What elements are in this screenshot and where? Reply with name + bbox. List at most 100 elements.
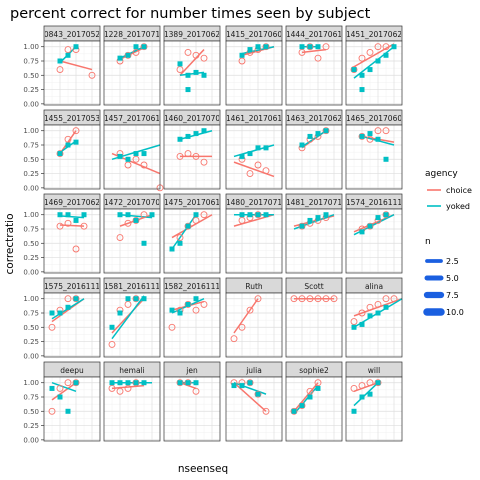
choice-point <box>330 295 338 303</box>
facet-panel: 1472_2017070 <box>103 193 161 274</box>
y-tick-label: 0.25 <box>23 254 39 262</box>
facet-plot-area <box>286 125 342 189</box>
choice-point <box>262 407 270 415</box>
facet-panel: Scott <box>285 277 343 358</box>
yoked-fit-line <box>59 215 85 219</box>
choice-point <box>108 384 116 392</box>
facet-plot-area <box>104 209 160 273</box>
yoked-point <box>315 215 321 221</box>
choice-point <box>184 379 192 387</box>
y-axis-label: correctratio <box>4 214 16 275</box>
yoked-point <box>141 296 147 302</box>
choice-point <box>192 387 200 395</box>
choice-point <box>72 127 80 135</box>
choice-point <box>192 152 200 160</box>
facet-plot-area <box>346 41 402 105</box>
yoked-point <box>141 151 147 157</box>
yoked-point <box>141 240 147 246</box>
facet-strip-label: hemali <box>119 366 144 375</box>
facet-plot-area <box>226 209 282 273</box>
facet-border <box>225 376 283 442</box>
choice-point <box>298 222 306 230</box>
facet-plot-area <box>286 293 342 357</box>
choice-point <box>124 300 132 308</box>
choice-point <box>350 318 358 326</box>
yoked-point <box>133 44 139 50</box>
choice-point <box>192 306 200 314</box>
yoked-point <box>391 44 397 50</box>
yoked-point <box>65 408 71 414</box>
yoked-point <box>117 153 123 159</box>
choice-point <box>56 384 64 392</box>
yoked-point <box>247 212 253 218</box>
facet-strip-label: 1472_2017070 <box>104 198 160 207</box>
facet-panel: sophie2 <box>285 361 343 442</box>
yoked-point <box>247 380 253 386</box>
choice-point <box>298 48 306 56</box>
yoked-fit-line <box>301 130 327 148</box>
yoked-point <box>307 133 313 139</box>
facet-panel: 1415_2017060 <box>225 25 283 106</box>
choice-point <box>290 295 298 303</box>
choice-point <box>56 150 64 158</box>
yoked-point <box>239 212 245 218</box>
y-tick-label: 0.25 <box>23 86 39 94</box>
y-tick-label: 0.00 <box>23 268 39 276</box>
choice-point <box>192 51 200 59</box>
yoked-point <box>73 380 79 386</box>
y-tick-label: 0.50 <box>23 240 39 248</box>
yoked-fit-line <box>119 46 145 59</box>
yoked-point <box>201 72 207 78</box>
facet-border <box>225 292 283 358</box>
facet-border <box>43 376 101 442</box>
y-tick-label: 0.00 <box>23 100 39 108</box>
yoked-point <box>185 223 191 229</box>
facet-strip-label: 1461_2017061 <box>226 114 282 123</box>
choice-point <box>314 295 322 303</box>
choice-point <box>366 135 374 143</box>
choice-point <box>48 323 56 331</box>
facet-plot-area <box>164 209 220 273</box>
yoked-point <box>193 212 199 218</box>
facet-border <box>225 208 283 274</box>
yoked-point <box>125 52 131 58</box>
choice-fit-line <box>59 224 85 227</box>
facet-strip-label: 1574_2016111 <box>346 198 402 207</box>
yoked-fit-line <box>119 213 153 219</box>
yoked-point <box>193 380 199 386</box>
yoked-fit-line <box>51 382 77 392</box>
facet-border <box>163 292 221 358</box>
yoked-point <box>263 145 269 151</box>
facet-panel: 1469_2017062 0.00 0.25 0.50 0.75 1.00 <box>23 193 101 276</box>
yoked-point <box>193 131 199 137</box>
y-tick-label: 0.00 <box>23 184 39 192</box>
yoked-point <box>193 69 199 75</box>
facet-border <box>345 292 403 358</box>
choice-point <box>230 335 238 343</box>
choice-point <box>56 66 64 74</box>
facet-strip-label: 1389_2017062 <box>164 30 220 39</box>
facet-panel: 1451_2017062 <box>345 25 403 106</box>
facet-border <box>345 124 403 190</box>
choice-point <box>254 211 262 219</box>
facet-panel: 1389_2017062 <box>163 25 221 106</box>
x-axis-label: nseenseq <box>178 463 228 475</box>
choice-point <box>132 155 140 163</box>
legend-entry-label: choice <box>446 186 472 195</box>
choice-point <box>262 167 270 175</box>
choice-point <box>72 245 80 253</box>
legend-color-title: agency <box>425 169 458 179</box>
choice-point <box>350 66 358 74</box>
choice-point <box>124 51 132 59</box>
facet-panel: 1463_2017062 <box>285 109 343 190</box>
y-tick-label: 1.00 <box>23 43 39 51</box>
choice-point <box>374 127 382 135</box>
yoked-point <box>117 212 123 218</box>
yoked-point <box>57 58 63 64</box>
yoked-point <box>133 151 139 157</box>
facet-panel: 1575_2016111 0.00 0.25 0.50 0.75 1.00 <box>23 277 101 360</box>
yoked-point <box>73 217 79 223</box>
facet-strip-label: 1463_2017062 <box>286 114 342 123</box>
yoked-point <box>177 310 183 316</box>
choice-point <box>176 152 184 160</box>
